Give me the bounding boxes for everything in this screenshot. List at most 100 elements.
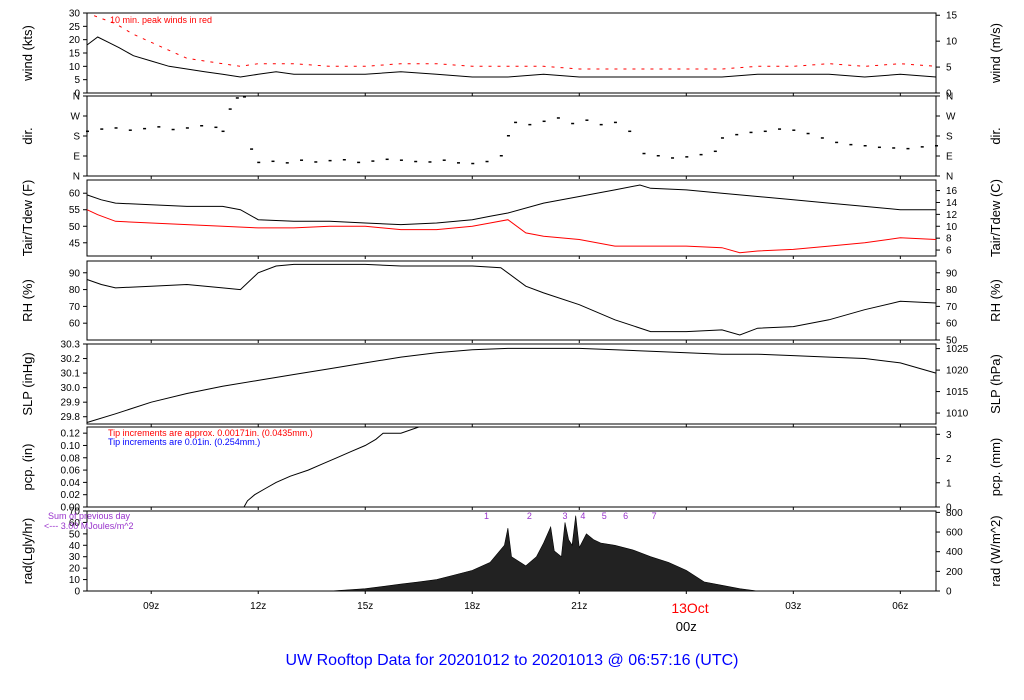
- y-tick-label: 45: [69, 238, 81, 249]
- wind-annotation: 10 min. peak winds in red: [110, 15, 212, 25]
- y-tick-label-right: 70: [946, 302, 958, 313]
- panel-rad: 0102030405060700200400600800rad(Lgly/hr)…: [20, 507, 1003, 598]
- dir-point: [399, 159, 403, 161]
- y-tick-label: 29.8: [61, 412, 81, 423]
- y-tick-label: 30: [69, 9, 81, 20]
- panel-rh: 60 70 80 90 50 60 70 80 90 RH (%) RH (%): [20, 260, 1003, 347]
- y-tick-label-right: 6: [946, 246, 952, 257]
- dir-point: [200, 125, 204, 127]
- chart-title: UW Rooftop Data for 20201012 to 20201013…: [286, 652, 739, 669]
- y-axis-label: rad(Lgly/hr): [20, 518, 35, 584]
- y-tick-label: 60: [69, 189, 81, 200]
- panel-slp: 29.8 29.9 30.0 30.1 30.2 30.3 1010 1015 1020 1025…: [20, 340, 1003, 427]
- y-tick-label-right: 90: [946, 268, 958, 279]
- y-tick-label-right: 50: [946, 336, 958, 347]
- y-tick-label-right: N: [946, 92, 953, 103]
- y-axis-label: pcp. (in): [20, 444, 35, 491]
- y-tick-label-right: 80: [946, 285, 958, 296]
- y-tick-label-right: 15: [946, 11, 958, 22]
- panel-frame: [86, 343, 937, 425]
- y-tick-label-right: 10: [946, 222, 958, 233]
- y-tick-label: 30.3: [61, 340, 81, 351]
- y-tick-label: 55: [69, 205, 81, 216]
- x-tick-label: 00z: [676, 619, 697, 634]
- dir-point: [428, 161, 432, 163]
- panel-frame: [86, 95, 937, 177]
- y-tick-label: 0.06: [61, 466, 81, 477]
- y-tick-label-right: 2: [946, 454, 952, 465]
- y-axis-label: dir.: [20, 127, 35, 144]
- dir-point: [849, 143, 853, 146]
- dir-point: [171, 128, 175, 131]
- panel-wind: 0 5 10 15 20 25 30 0 5 10 15 wind (kts) wind (m/s) 10…: [20, 9, 1003, 100]
- y-tick-label: 70: [69, 302, 81, 313]
- y-tick-label-right: 1015: [946, 387, 969, 398]
- rad-marker: 3: [563, 511, 568, 521]
- y-tick-label-right: 1: [946, 478, 952, 489]
- y-axis-label-right: wind (m/s): [988, 23, 1003, 84]
- dir-point: [556, 117, 560, 119]
- x-tick-label: 12z: [250, 601, 266, 612]
- dir-point: [585, 119, 589, 121]
- y-tick-label: 50: [69, 529, 81, 540]
- y-tick-label-right: W: [946, 112, 956, 123]
- series-line: [86, 184, 936, 226]
- y-tick-label: 30: [69, 552, 81, 563]
- y-axis-label-right: SLP (hPa): [988, 354, 1003, 414]
- pcp-note-red: Tip increments are approx. 0.00171in. (0…: [108, 428, 313, 438]
- dir-point: [542, 120, 546, 123]
- pcp-note-blue: Tip increments are 0.01in. (0.254mm.): [108, 437, 260, 447]
- dir-point: [342, 159, 346, 161]
- dir-point: [143, 127, 147, 130]
- x-tick-label: 03z: [785, 601, 801, 612]
- y-axis-label: RH (%): [20, 279, 35, 322]
- y-tick-label: 0: [74, 89, 80, 100]
- y-axis-label-right: Tair/Tdew (C): [988, 179, 1003, 257]
- x-tick-label: 15z: [357, 601, 373, 612]
- dir-point: [599, 123, 603, 126]
- y-tick-label: 50: [69, 222, 81, 233]
- dir-point: [656, 155, 660, 157]
- panel-frame: [86, 260, 937, 341]
- dir-point: [806, 132, 810, 135]
- date-label: 13Oct: [671, 600, 708, 616]
- dir-point: [371, 160, 375, 162]
- y-tick-label: 0.04: [61, 478, 81, 489]
- dir-point: [671, 157, 675, 159]
- y-tick-label: W: [71, 112, 81, 123]
- dir-point: [314, 161, 318, 163]
- dir-point: [385, 158, 389, 161]
- y-tick-label: 60: [69, 319, 81, 330]
- y-tick-label-right: 0: [946, 587, 952, 598]
- dir-point: [820, 137, 824, 139]
- y-tick-label: 0.02: [61, 490, 81, 501]
- dir-point: [763, 130, 767, 133]
- rad-area: [329, 515, 758, 592]
- dir-point: [257, 161, 261, 164]
- x-tick-label: 18z: [464, 601, 480, 612]
- y-tick-label-right: 60: [946, 319, 958, 330]
- rad-marker: 2: [527, 511, 532, 521]
- rad-note: <--- 3.00 MJoules/m^2: [44, 521, 134, 531]
- y-tick-label-right: 1025: [946, 344, 969, 355]
- dir-point: [357, 161, 361, 164]
- y-tick-label-right: 14: [946, 198, 958, 209]
- series-line: [86, 209, 937, 254]
- dir-point: [235, 97, 239, 99]
- dir-point: [935, 145, 938, 147]
- dir-point: [328, 159, 332, 162]
- dir-point: [735, 133, 739, 136]
- y-axis-label: wind (kts): [20, 25, 35, 82]
- y-tick-label-right: 8: [946, 234, 952, 245]
- y-tick-label: 30.0: [61, 383, 81, 394]
- y-tick-label-right: 0: [946, 89, 952, 100]
- y-tick-label: N: [73, 172, 80, 183]
- dir-point: [250, 148, 254, 150]
- y-tick-label: N: [73, 92, 80, 103]
- dir-point: [221, 130, 225, 133]
- y-tick-label-right: 5: [946, 63, 952, 74]
- dir-point: [499, 155, 503, 157]
- dir-point: [86, 130, 89, 133]
- dir-point: [571, 122, 575, 125]
